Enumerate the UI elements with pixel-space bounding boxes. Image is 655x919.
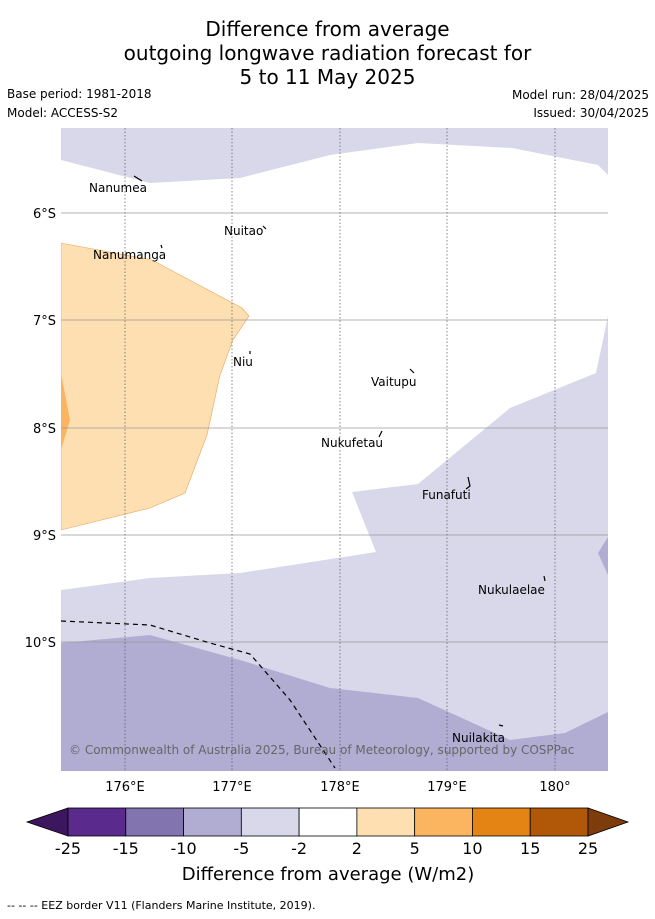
colorbar-tick-label: -25 bbox=[55, 839, 81, 858]
place-label-funafuti: Funafuti bbox=[422, 488, 471, 502]
colorbar-segment bbox=[240, 807, 300, 837]
colorbar-tick-label: 2 bbox=[352, 839, 362, 858]
island-mark-nukufetau bbox=[378, 430, 383, 438]
colorbar-segment bbox=[125, 807, 184, 837]
place-label-nanumea: Nanumea bbox=[89, 181, 147, 195]
colorbar-segment bbox=[67, 807, 127, 837]
longitude-gridlines bbox=[124, 128, 556, 771]
colorbar-tick-label: -15 bbox=[113, 839, 139, 858]
anomaly-region-medium-purple-south bbox=[61, 635, 608, 771]
title-line-2: outgoing longwave radiation forecast for bbox=[123, 41, 532, 65]
eez-legend-text: -- -- -- EEZ border V11 (Flanders Marine… bbox=[7, 899, 316, 912]
lat-label-6s: 6°S bbox=[33, 207, 56, 222]
colorbar bbox=[25, 807, 630, 837]
anomaly-region-medium-purple-east bbox=[598, 537, 608, 575]
colorbar-segment bbox=[183, 807, 242, 837]
base-period-text: Base period: 1981-2018 bbox=[7, 87, 152, 101]
lat-label-10s: 10°S bbox=[25, 636, 56, 651]
colorbar-segment bbox=[414, 807, 473, 837]
island-mark-nukulaelae bbox=[543, 575, 546, 582]
place-label-nuitao: Nuitao bbox=[224, 224, 263, 238]
colorbar-tick-label: 25 bbox=[578, 839, 598, 858]
latitude-gridlines bbox=[61, 212, 608, 643]
place-label-nukulaelae: Nukulaelae bbox=[478, 583, 545, 597]
place-label-nanumanga: Nanumanga bbox=[93, 248, 166, 262]
lon-label-180: 180° bbox=[539, 780, 570, 795]
island-mark-vaitupu bbox=[409, 368, 415, 374]
model-text: Model: ACCESS-S2 bbox=[7, 106, 119, 120]
colorbar-tick-label: 15 bbox=[520, 839, 540, 858]
colorbar-tick-label: -10 bbox=[170, 839, 196, 858]
colorbar-tick-label: 10 bbox=[462, 839, 482, 858]
island-marks bbox=[133, 175, 546, 727]
island-mark-nuitao bbox=[262, 225, 267, 230]
island-mark-nanumanga bbox=[160, 244, 163, 249]
lon-label-179e: 179°E bbox=[427, 780, 467, 795]
anomaly-region-orange-west bbox=[61, 373, 70, 450]
eez-border-line bbox=[61, 620, 336, 769]
map-plot-area: Nanumea Nuitao Nanumanga Niu Vaitupu Nuk… bbox=[61, 128, 608, 771]
anomaly-region-light-purple-north bbox=[61, 128, 608, 183]
lat-label-9s: 9°S bbox=[33, 529, 56, 544]
colorbar-tick-label: 5 bbox=[410, 839, 420, 858]
lat-label-8s: 8°S bbox=[33, 422, 56, 437]
lon-label-178e: 178°E bbox=[320, 780, 360, 795]
title-line-1: Difference from average bbox=[205, 17, 450, 41]
island-mark-nanumea bbox=[133, 175, 143, 182]
title-line-3: 5 to 11 May 2025 bbox=[239, 65, 416, 89]
colorbar-arrow-left bbox=[25, 807, 69, 837]
place-label-nukufetau: Nukufetau bbox=[321, 436, 383, 450]
place-label-vaitupu: Vaitupu bbox=[371, 375, 417, 389]
lon-label-176e: 176°E bbox=[105, 780, 145, 795]
place-label-nuilakita: Nuilakita bbox=[452, 731, 505, 745]
colorbar-label: Difference from average (W/m2) bbox=[182, 864, 474, 885]
lat-label-7s: 7°S bbox=[33, 314, 56, 329]
colorbar-arrow-right bbox=[587, 807, 630, 837]
anomaly-region-light-orange-west bbox=[61, 242, 250, 531]
colorbar-tick-label: -5 bbox=[233, 839, 249, 858]
model-run-text: Model run: 28/04/2025 bbox=[511, 88, 649, 102]
colorbar-segment bbox=[356, 807, 416, 837]
colorbar-tick-label: -2 bbox=[291, 839, 307, 858]
colorbar-segment bbox=[472, 807, 531, 837]
island-mark-funafuti bbox=[465, 476, 471, 490]
lon-label-177e: 177°E bbox=[212, 780, 252, 795]
issued-text: Issued: 30/04/2025 bbox=[533, 106, 649, 120]
island-mark-nuilakita bbox=[498, 724, 504, 727]
map-figure: Nanumea Nuitao Nanumanga Niu Vaitupu Nuk… bbox=[25, 128, 630, 885]
colorbar-segment bbox=[529, 807, 589, 837]
colorbar-segment bbox=[298, 807, 358, 837]
copyright-text: © Commonwealth of Australia 2025, Bureau… bbox=[69, 743, 574, 757]
place-label-niu: Niu bbox=[233, 355, 253, 369]
